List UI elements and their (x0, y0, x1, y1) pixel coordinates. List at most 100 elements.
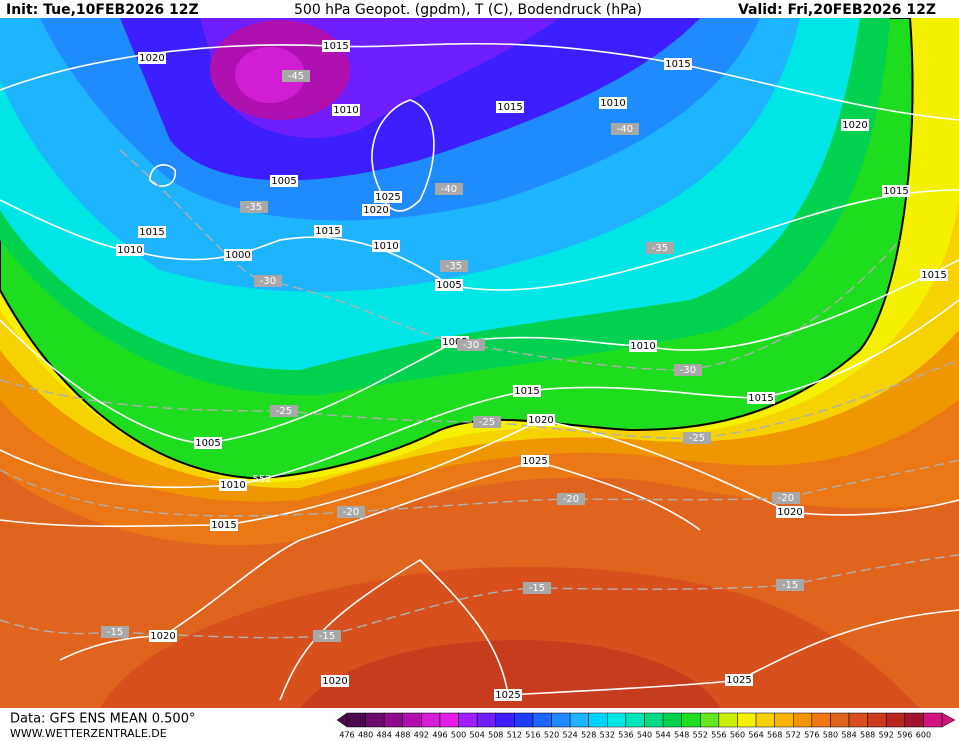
legend-label: 592 (879, 731, 894, 740)
isobar-label-box (374, 191, 402, 203)
field-red (100, 566, 920, 708)
temperature-label: -40 (441, 184, 457, 195)
temperature-label-box (646, 242, 674, 254)
isobar-label: 1020 (842, 120, 867, 131)
init-time: Init: Tue,10FEB2026 12Z (6, 2, 199, 18)
temperature-label: -30 (680, 365, 696, 376)
legend-swatch (848, 712, 868, 728)
isotherm (0, 459, 959, 517)
temperature-label: -30 (260, 276, 276, 287)
legend-label: 580 (823, 731, 838, 740)
legend-label: 488 (395, 731, 410, 740)
isobar-label-box (270, 175, 298, 187)
valid-time: Valid: Fri,20FEB2026 12Z (738, 2, 936, 18)
isobar-label-box (322, 40, 350, 52)
data-source: Data: GFS ENS MEAN 0.500° (10, 712, 195, 727)
isobar-label: 1020 (139, 53, 164, 64)
legend-swatch (867, 712, 887, 728)
legend-label: 568 (767, 731, 782, 740)
temperature-label-box (270, 405, 298, 417)
temperature-label-box (523, 582, 551, 594)
isobar-label: 1015 (211, 520, 236, 531)
legend-swatch (793, 712, 813, 728)
temperature-label-box (337, 506, 365, 518)
isobar-label: 1005 (271, 176, 296, 187)
isobar-label-box (194, 437, 222, 449)
legend-swatch (755, 712, 775, 728)
isobar-label: 1015 (748, 393, 773, 404)
isobar-label-box (725, 674, 753, 686)
isobar (371, 99, 435, 212)
isobar-label: 1020 (363, 205, 388, 216)
legend-label: 572 (786, 731, 801, 740)
legend-label: 556 (711, 731, 726, 740)
legend-label: 492 (414, 731, 429, 740)
legend-swatch (514, 712, 534, 728)
legend-swatch (644, 712, 664, 728)
temperature-label-box (282, 70, 310, 82)
isobar-label: 1010 (117, 245, 142, 256)
isobar-label: 1010 (630, 341, 655, 352)
temperature-label-box (473, 416, 501, 428)
color-legend: 476 480 484 488 492 496 500 504 508 512 516 520 524 5… (336, 712, 956, 740)
field-magenta (235, 47, 305, 103)
legend-swatch (811, 712, 831, 728)
temperature-label: -15 (782, 580, 798, 591)
isobar-label: 1015 (497, 102, 522, 113)
map-labels: 1015 1020 1010 1015 1015 1010 1020 1005 1025 1020… (101, 40, 948, 701)
legend-swatch (569, 712, 589, 728)
legend-label: 480 (358, 731, 373, 740)
isobar-label-box (747, 392, 775, 404)
isobar-label: 1025 (726, 675, 751, 686)
legend-label: 596 (897, 731, 912, 740)
map-field (0, 18, 959, 708)
isobar-label: 1025 (495, 690, 520, 701)
legend-label: 588 (860, 731, 875, 740)
isobar-label: 1005 (442, 337, 467, 348)
legend-label: 504 (470, 731, 485, 740)
isobar-label: 1010 (373, 241, 398, 252)
isobar-label-box (513, 385, 541, 397)
legend-label: 496 (432, 731, 447, 740)
temperature-label: -30 (463, 340, 479, 351)
legend-label: 476 (339, 731, 354, 740)
isobar-label: 1025 (522, 456, 547, 467)
isobar-label-box (210, 519, 238, 531)
isobar-label-box (920, 269, 948, 281)
legend-label: 552 (693, 731, 708, 740)
legend-label: 508 (488, 731, 503, 740)
legend-label: 528 (581, 731, 596, 740)
temperature-label-box (101, 626, 129, 638)
isobar-label-box (362, 204, 390, 216)
legend-swatch (458, 712, 478, 728)
isobar-label: 1020 (150, 631, 175, 642)
isobar-label: 1010 (220, 480, 245, 491)
legend-swatch (383, 712, 404, 728)
temperature-label-box (435, 183, 463, 195)
temperature-label: -20 (778, 493, 794, 504)
temperature-label-box (557, 493, 585, 505)
field-darkred (300, 640, 720, 708)
isobar (149, 164, 176, 187)
temperature-label-box (674, 364, 702, 376)
isobar-label-box (494, 689, 522, 701)
legend-label: 544 (655, 731, 670, 740)
legend-swatch (662, 712, 682, 728)
isobar-label: 1015 (323, 41, 348, 52)
temperature-label-box (440, 260, 468, 272)
website: WWW.WETTERZENTRALE.DE (10, 727, 167, 740)
isobar-label-box (435, 279, 463, 291)
legend-swatch (476, 712, 496, 728)
isobar-label-box (496, 101, 524, 113)
isobar-label: 1000 (225, 250, 250, 261)
legend-label: 516 (525, 731, 540, 740)
legend-swatch (346, 712, 366, 728)
legend-swatch (439, 712, 459, 728)
legend-swatch (588, 712, 608, 728)
isobar-label: 1015 (883, 186, 908, 197)
legend-label: 540 (637, 731, 652, 740)
map-title: 500 hPa Geopot. (gpdm), T (C), Bodendruc… (294, 2, 642, 18)
temperature-label-box (611, 123, 639, 135)
legend-swatch (718, 712, 738, 728)
